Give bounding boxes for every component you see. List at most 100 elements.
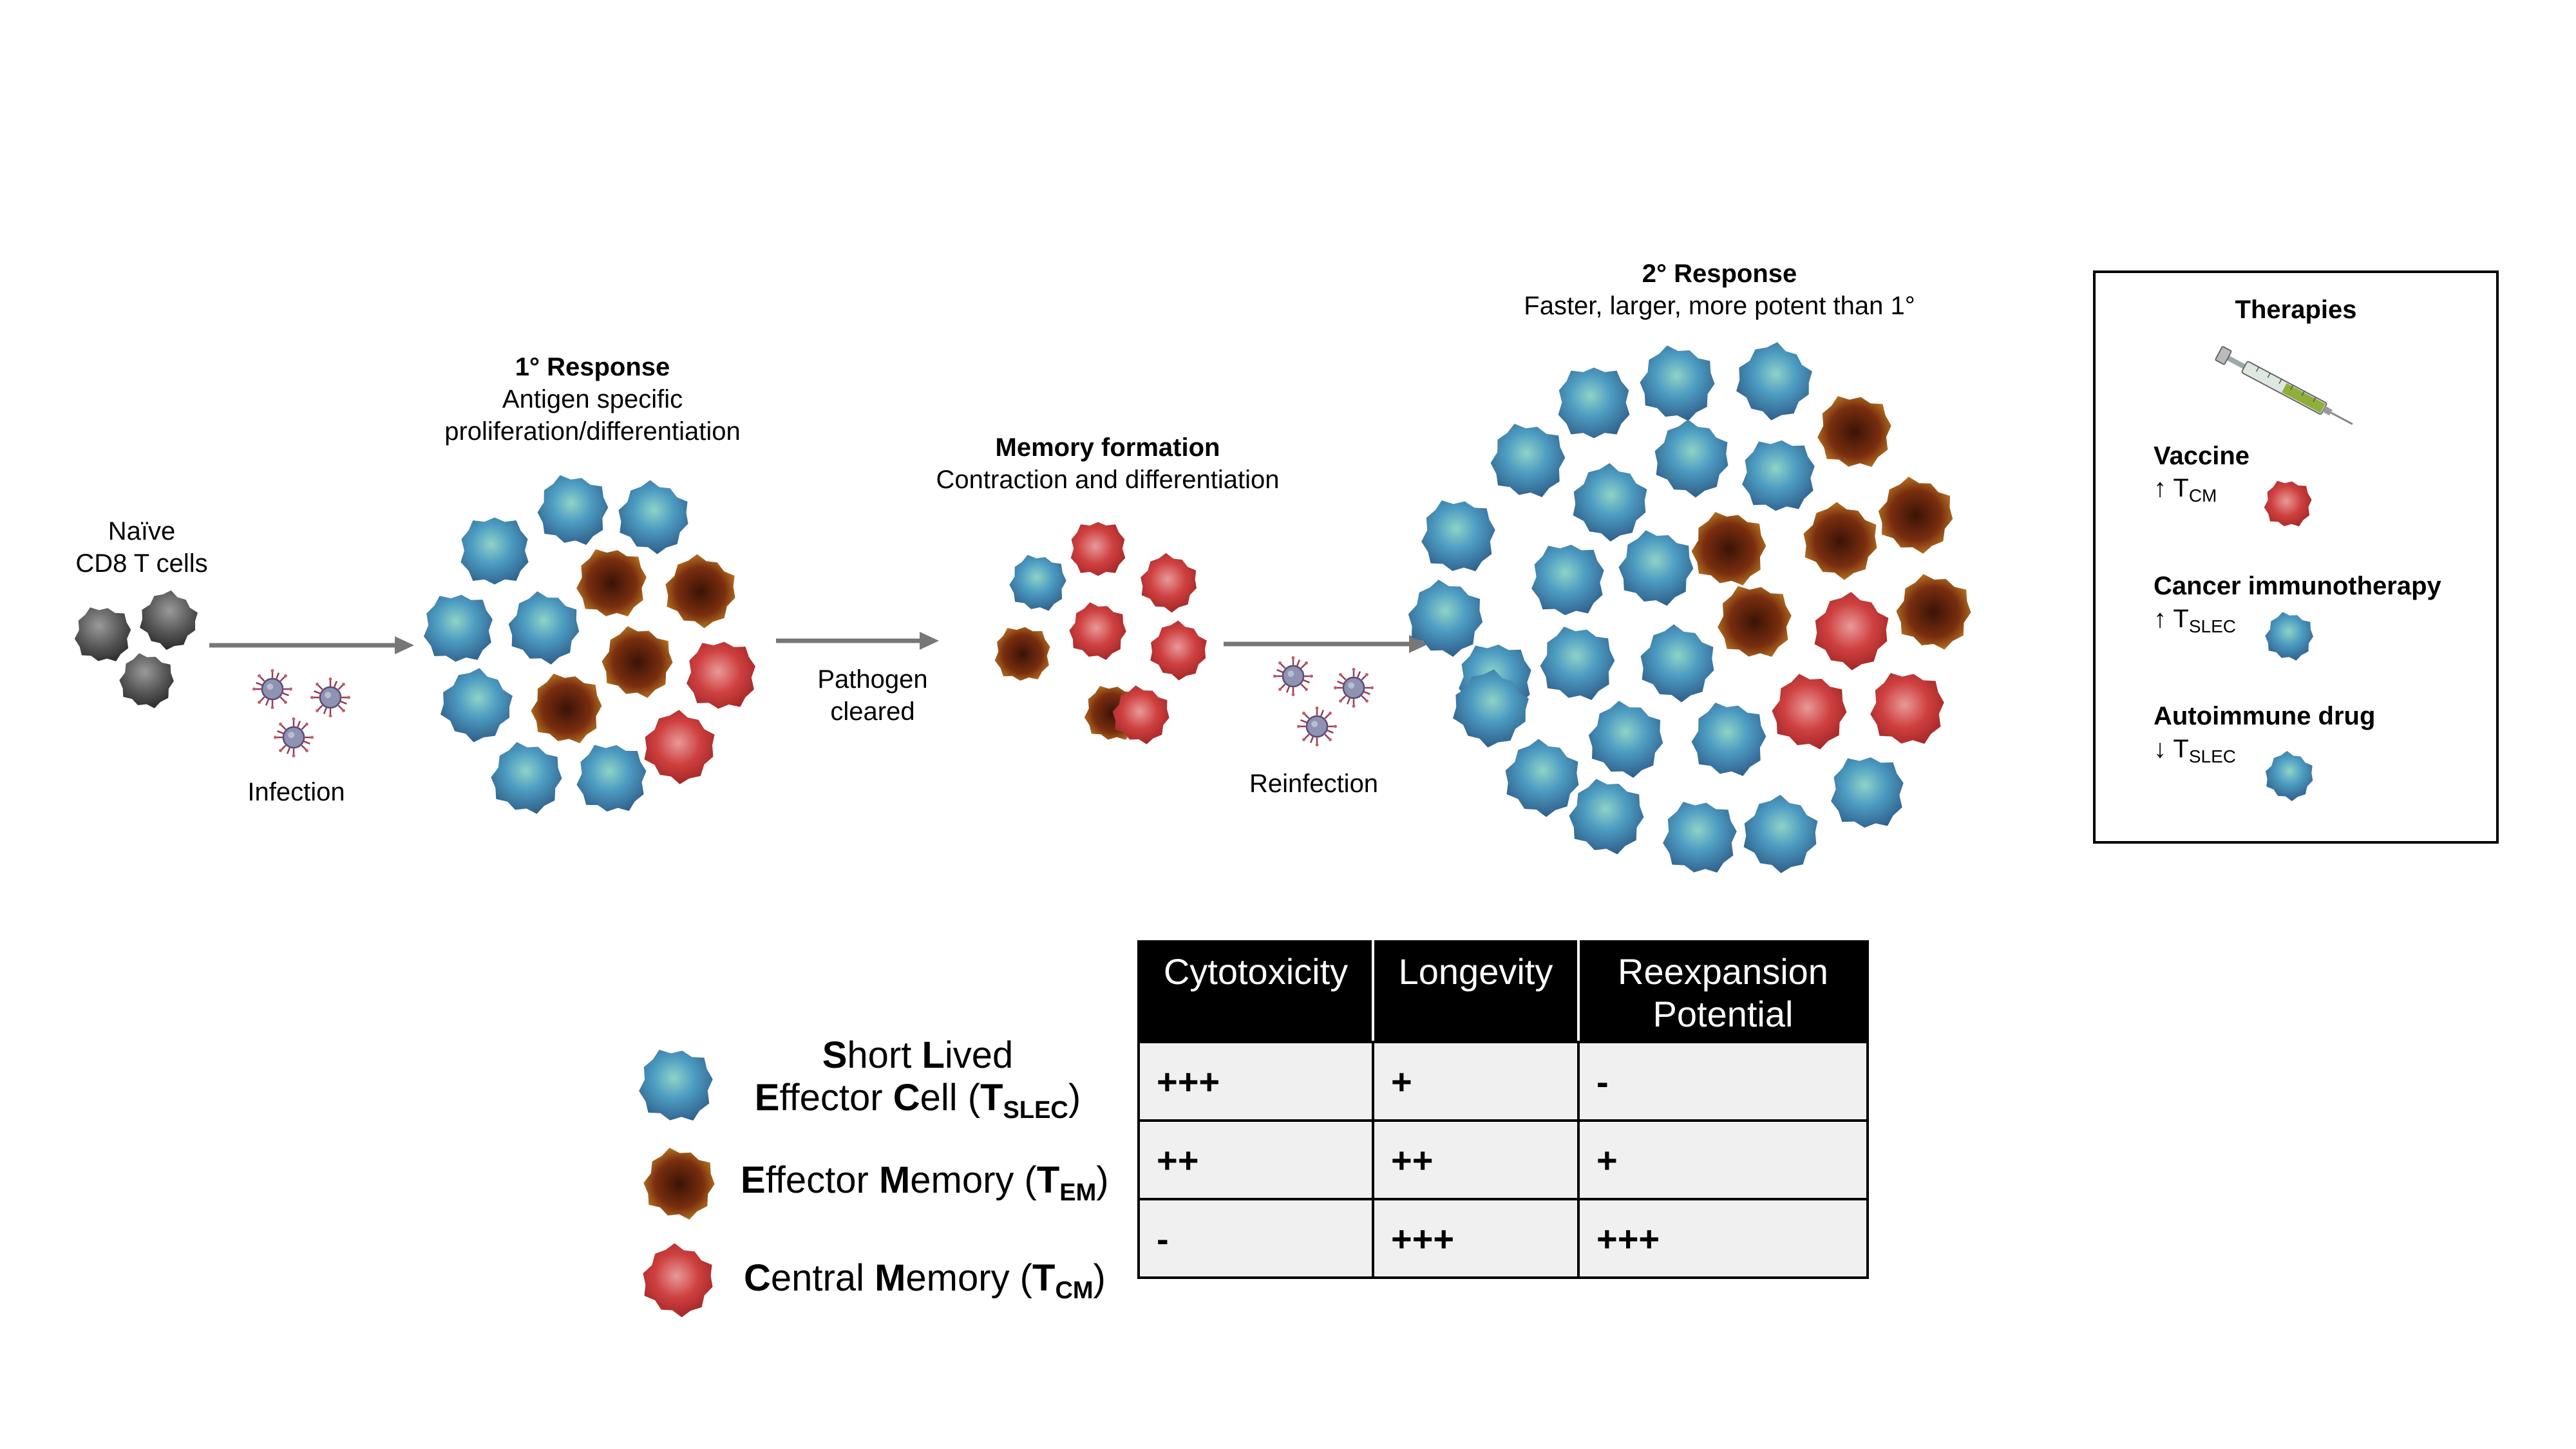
- blue-cell-icon: [1417, 495, 1501, 578]
- autoimmune-drug-effect-subscript: SLEC: [2188, 746, 2236, 766]
- legend-slec-l2-r1: ffector: [779, 1077, 893, 1119]
- vaccine-effect-subscript: CM: [2188, 486, 2217, 506]
- gray-cell-icon: [113, 648, 180, 714]
- legend-slec-T: T: [980, 1077, 1003, 1119]
- blue-cell-icon: [607, 471, 700, 564]
- legend-em-r2: emory (: [910, 1159, 1037, 1201]
- blue-cell-icon: [1631, 338, 1723, 430]
- therapies-box: Therapies Vaccine ↑ TCM Cancer immunothe…: [2093, 270, 2499, 844]
- brown-cell-icon: [1713, 580, 1797, 663]
- virus-icon: [1273, 656, 1313, 696]
- legend-slec-l1-r1: hort: [847, 1034, 922, 1076]
- infection-arrow: [209, 636, 414, 654]
- table-cell: -: [1577, 1041, 1869, 1122]
- legend-slec-l1-r2: ived: [944, 1034, 1014, 1076]
- primary-response-title: 1° Response: [515, 353, 670, 381]
- legend-slec-l1-b2: L: [922, 1034, 945, 1076]
- blue-cell-icon: [1629, 615, 1727, 712]
- secondary-response-line1: Faster, larger, more potent than 1°: [1524, 292, 1915, 320]
- legend-cm-r1: entral: [770, 1257, 875, 1299]
- blue-cell-icon: [1560, 453, 1660, 553]
- red-cell-icon: [632, 1235, 724, 1327]
- blue-cell-icon: [1558, 367, 1630, 439]
- legend-slec-sub: SLEC: [1003, 1097, 1068, 1124]
- legend-cm-b2: M: [875, 1257, 906, 1299]
- brown-cell-icon: [1792, 493, 1889, 590]
- blue-cell-icon: [573, 740, 650, 817]
- legend-slec: Short Lived Effector Cell (TSLEC): [744, 1034, 1092, 1132]
- therapies-title: Therapies: [2235, 296, 2357, 324]
- legend-slec-end: ): [1068, 1077, 1081, 1119]
- red-cell-icon: [1801, 582, 1901, 681]
- legend-em-end: ): [1096, 1159, 1109, 1201]
- blue-cell-icon: [1578, 692, 1674, 787]
- cell-property-table: Cytotoxicity Longevity Reexpansion Poten…: [1137, 940, 1869, 1279]
- header-reexpansion-line2: Potential: [1653, 994, 1794, 1034]
- vaccine-effect-symbol: T: [2173, 474, 2189, 502]
- blue-cell-icon: [531, 469, 615, 552]
- table-cell: -: [1137, 1198, 1374, 1279]
- brown-cell-icon: [1685, 506, 1773, 592]
- blue-cell-icon: [1723, 331, 1824, 432]
- virus-icon: [252, 669, 292, 709]
- blue-cell-icon: [1828, 754, 1906, 831]
- cancer-immunotherapy-effect-symbol: T: [2173, 605, 2189, 633]
- naive-label: Naïve CD8 T cells: [64, 515, 219, 580]
- pathogen-cleared-label: Pathogen cleared: [799, 663, 947, 728]
- table-row: +++ + -: [1137, 1041, 1869, 1122]
- brown-cell-icon: [525, 667, 609, 750]
- cancer-immunotherapy-label: Cancer immunotherapy: [2154, 572, 2441, 600]
- blue-cell-icon: [1658, 796, 1742, 879]
- red-cell-icon: [2261, 477, 2315, 531]
- legend-em-b1: E: [741, 1159, 766, 1201]
- table-cell: +++: [1372, 1198, 1580, 1279]
- virus-icon: [1297, 706, 1337, 746]
- primary-response-line1: Antigen specific: [502, 385, 683, 413]
- reinfection-label: Reinfection: [1249, 770, 1379, 798]
- vaccine-label: Vaccine: [2154, 442, 2250, 470]
- red-cell-icon: [1070, 522, 1126, 576]
- legend-slec-line1: Short Lived: [744, 1034, 1092, 1077]
- legend-em-r1: ffector: [765, 1159, 879, 1201]
- blue-cell-icon: [499, 583, 589, 673]
- table-header-row: Cytotoxicity Longevity Reexpansion Poten…: [1137, 940, 1869, 1043]
- header-cytotoxicity: Cytotoxicity: [1137, 940, 1374, 1043]
- table-cell: +: [1372, 1041, 1580, 1122]
- memory-formation-line1: Contraction and differentiation: [936, 466, 1280, 494]
- legend-effector-memory: Effector Memory (TEM): [741, 1159, 1109, 1214]
- legend-slec-l2-r2: ell (: [920, 1077, 981, 1119]
- brown-cell-icon: [1813, 390, 1897, 473]
- table-cell: ++: [1372, 1119, 1580, 1200]
- cancer-immunotherapy-effect-subscript: SLEC: [2188, 616, 2236, 636]
- brown-cell-icon: [654, 545, 747, 638]
- brown-cell-icon: [594, 619, 681, 706]
- blue-cell-icon: [1739, 437, 1817, 515]
- cancer-immunotherapy-effect: ↑ TSLEC: [2154, 605, 2236, 637]
- infection-label: Infection: [247, 778, 345, 806]
- memory-formation-label: Memory formation Contraction and differe…: [882, 431, 1333, 496]
- red-cell-icon: [1063, 596, 1133, 667]
- virus-icon: [310, 677, 350, 717]
- legend-slec-l2-b1: E: [754, 1077, 780, 1119]
- legend-cm-r2: emory (: [905, 1257, 1032, 1299]
- blue-cell-icon: [1529, 542, 1607, 619]
- legend-slec-l1-b1: S: [822, 1034, 848, 1076]
- primary-response-line2: proliferation/differentiation: [444, 417, 741, 446]
- pathogen-cleared-arrow: [776, 632, 939, 650]
- table-cell: ++: [1137, 1119, 1374, 1200]
- blue-cell-icon: [634, 1044, 718, 1127]
- blue-cell-icon: [1534, 620, 1622, 707]
- brown-cell-icon: [993, 625, 1052, 683]
- vaccine-effect-arrow: ↑: [2154, 474, 2166, 502]
- brown-cell-icon: [1888, 567, 1980, 658]
- table-row: - +++ +++: [1137, 1198, 1869, 1279]
- memory-formation-title: Memory formation: [995, 433, 1220, 462]
- legend-em-b2: M: [878, 1159, 911, 1201]
- blue-cell-icon: [1440, 658, 1541, 759]
- header-reexpansion-line1: Reexpansion: [1618, 951, 1828, 992]
- autoimmune-drug-effect-symbol: T: [2173, 735, 2189, 763]
- red-cell-icon: [1763, 667, 1855, 758]
- syringe-icon: [2215, 346, 2353, 425]
- cancer-immunotherapy-effect-arrow: ↑: [2154, 605, 2166, 633]
- legend-cm-b1: C: [744, 1257, 771, 1299]
